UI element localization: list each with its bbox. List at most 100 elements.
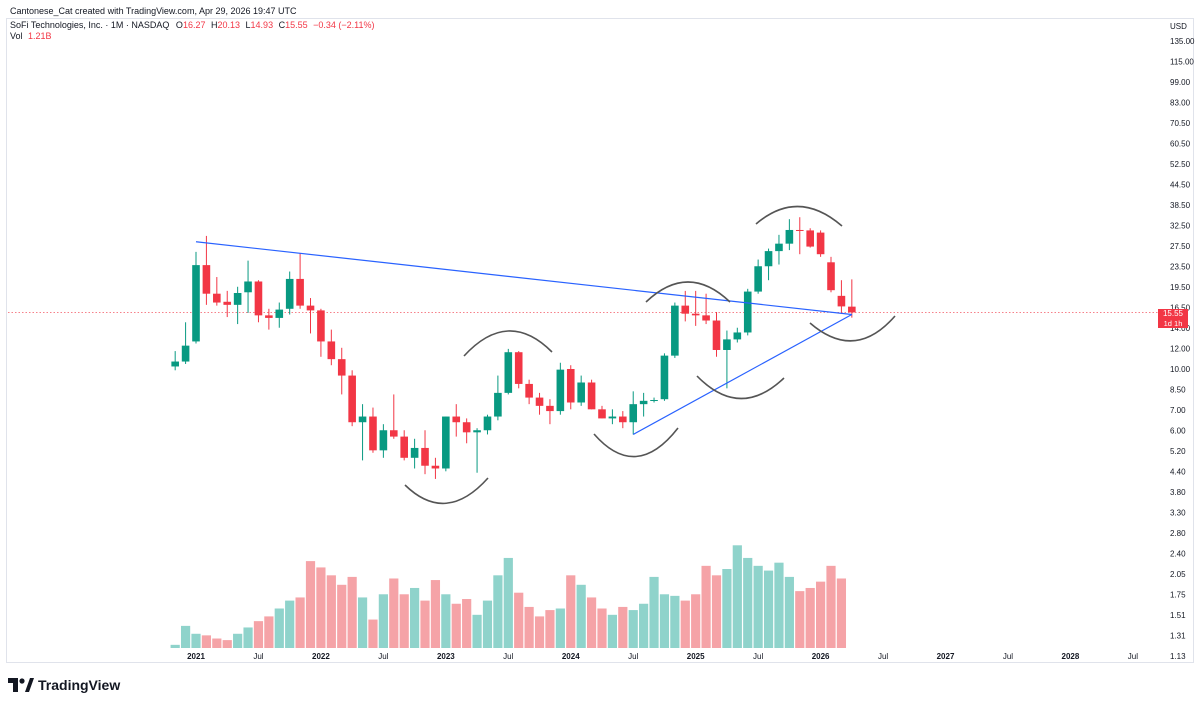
countdown-tag: 1d 1h xyxy=(1158,319,1188,328)
volume-bar xyxy=(826,565,836,648)
candle-body xyxy=(639,400,648,405)
candle-body xyxy=(181,345,190,362)
y-tick-label: 44.50 xyxy=(1170,181,1191,190)
candle-body xyxy=(462,422,471,433)
volume-bar xyxy=(357,597,368,648)
volume-bar xyxy=(607,614,617,648)
candle-body xyxy=(483,416,492,431)
candle-body xyxy=(723,339,731,350)
x-tick-label: Jul xyxy=(253,652,263,661)
volume-bar xyxy=(805,587,815,648)
y-tick-label: 4.40 xyxy=(1170,468,1186,477)
candle-body xyxy=(608,416,617,419)
candle-body xyxy=(379,430,388,451)
volume-bar xyxy=(795,591,805,648)
volume-bar xyxy=(670,595,680,648)
x-tick-label: 2021 xyxy=(187,652,205,661)
y-tick-label: 14.00 xyxy=(1170,324,1191,333)
y-tick-label: 3.80 xyxy=(1170,488,1186,497)
candle-body xyxy=(327,341,336,360)
volume-bar xyxy=(233,633,243,648)
candle-body xyxy=(233,292,242,305)
candle-body xyxy=(254,281,263,316)
candle-body xyxy=(223,301,232,305)
y-tick-label: 10.00 xyxy=(1170,365,1191,374)
volume-bar xyxy=(493,575,503,648)
volume-bar xyxy=(482,600,493,648)
arc-annotation xyxy=(404,477,489,505)
volume-bar xyxy=(285,600,295,648)
volume-bar xyxy=(441,594,451,648)
candle-body xyxy=(598,409,606,419)
open-label: O xyxy=(175,20,183,30)
ohlc-legend: SoFi Technologies, Inc. · 1M · NASDAQ O 1… xyxy=(10,20,375,30)
arc-annotation xyxy=(809,315,896,342)
candle-body xyxy=(494,392,502,417)
y-tick-label: 52.50 xyxy=(1170,160,1191,169)
symbol-name[interactable]: SoFi Technologies, Inc. · 1M · NASDAQ xyxy=(10,20,170,30)
volume-bar xyxy=(243,627,253,648)
volume-bar xyxy=(524,606,534,648)
currency-label[interactable]: USD xyxy=(1170,22,1187,31)
y-tick-label: 1.51 xyxy=(1170,611,1186,620)
volume-bar xyxy=(212,638,222,648)
candle-body xyxy=(296,278,304,306)
candle-body xyxy=(806,230,814,247)
candle-body xyxy=(785,229,794,244)
candle-body xyxy=(795,229,804,231)
volume-bar xyxy=(316,567,326,648)
x-tick-label: 2022 xyxy=(312,652,330,661)
candle-body xyxy=(244,281,252,293)
candle-body xyxy=(400,436,408,458)
y-tick-label: 3.30 xyxy=(1170,509,1186,518)
volume-bar xyxy=(305,561,316,648)
y-tick-label: 1.13 xyxy=(1170,652,1186,661)
candle-body xyxy=(848,306,856,313)
candle-body xyxy=(171,361,179,367)
volume-bar xyxy=(628,610,638,648)
candle-body xyxy=(827,262,835,291)
candle-body xyxy=(743,291,752,333)
candle-body xyxy=(389,430,398,437)
arc-annotation xyxy=(463,330,553,357)
high-value: 20.13 xyxy=(217,20,241,30)
y-tick-label: 38.50 xyxy=(1170,201,1191,210)
y-tick-label: 83.00 xyxy=(1170,99,1191,108)
volume-bar xyxy=(545,610,555,648)
x-tick-label: 2023 xyxy=(437,652,455,661)
x-tick-label: 2025 xyxy=(687,652,705,661)
candle-body xyxy=(660,355,669,400)
candle-body xyxy=(775,243,783,252)
volume-bar xyxy=(753,565,763,648)
y-tick-label: 12.00 xyxy=(1170,345,1191,354)
volume-bar xyxy=(649,576,659,648)
volume-bar xyxy=(347,576,357,648)
tradingview-brand[interactable]: TradingView xyxy=(8,676,120,694)
ascending-trendline xyxy=(632,313,853,435)
arc-annotation xyxy=(755,205,843,227)
low-label: L xyxy=(245,20,251,30)
high-label: H xyxy=(210,20,218,30)
volume-bar xyxy=(389,578,399,648)
candle-body xyxy=(337,359,346,376)
volume-bar xyxy=(295,597,305,648)
descending-trendline xyxy=(195,241,852,316)
y-tick-label: 6.00 xyxy=(1170,427,1186,436)
y-tick-label: 32.50 xyxy=(1170,222,1191,231)
candle-body xyxy=(514,352,523,384)
candle-body xyxy=(317,310,325,342)
low-value: 14.93 xyxy=(250,20,274,30)
volume-bar xyxy=(170,644,180,648)
volume-label[interactable]: Vol xyxy=(10,31,23,41)
volume-bar xyxy=(722,569,732,648)
volume-bar xyxy=(680,600,690,648)
candle-body xyxy=(566,369,575,403)
candle-body xyxy=(431,465,440,469)
candle-body xyxy=(213,293,221,303)
volume-bar xyxy=(514,592,524,648)
volume-bar xyxy=(711,575,722,648)
candle-body xyxy=(265,315,273,318)
close-value: 15.55 xyxy=(285,20,308,30)
